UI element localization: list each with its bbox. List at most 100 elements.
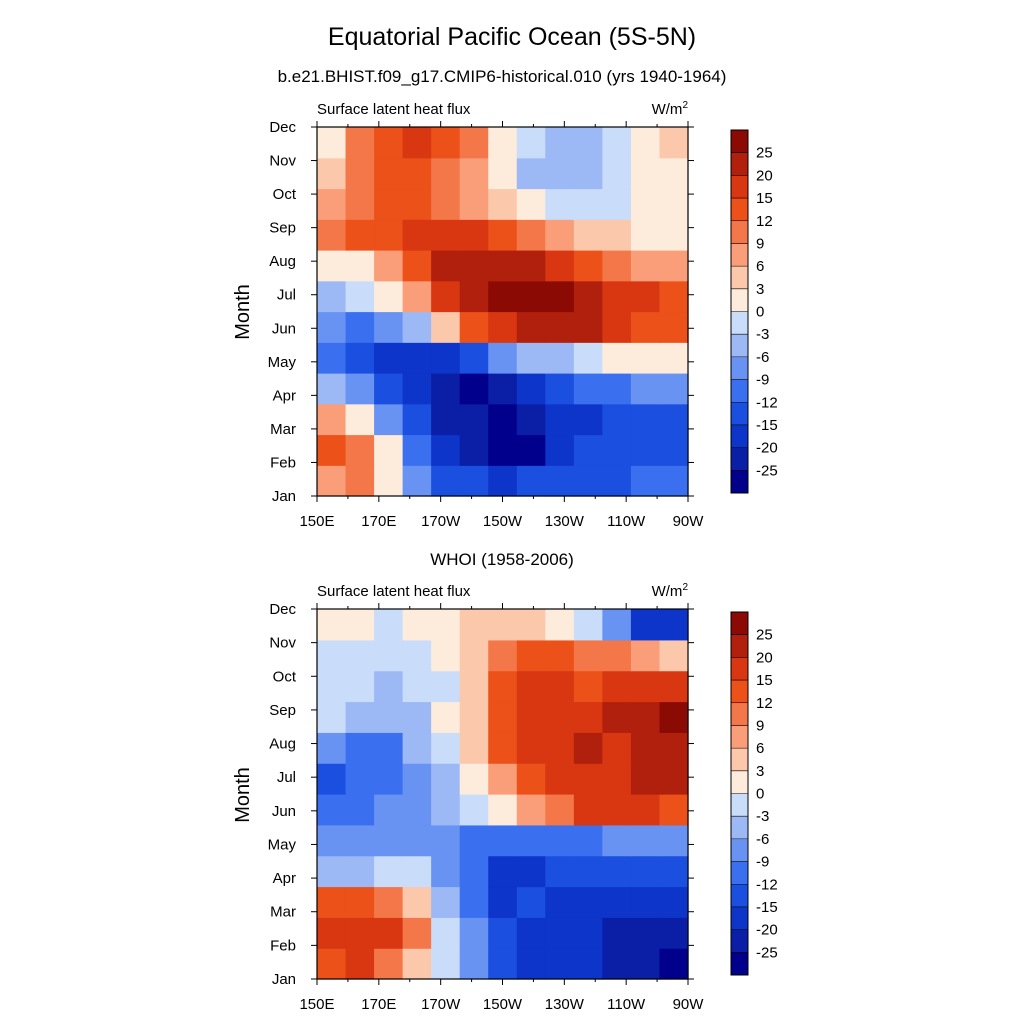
colorbar-label: 6	[756, 740, 764, 757]
colorbar-label: -25	[756, 944, 778, 961]
panel-2-y-axis-title: Month	[232, 767, 254, 823]
heatmap-cell	[459, 403, 489, 436]
heatmap-cell	[602, 855, 632, 888]
heatmap-cell	[431, 127, 461, 159]
colorbar-swatch	[731, 424, 748, 449]
heatmap-cell	[345, 373, 375, 405]
heatmap-cell	[545, 794, 575, 826]
heatmap-cell	[630, 701, 661, 733]
heatmap-cell	[630, 824, 661, 857]
heatmap-cell	[431, 701, 461, 733]
heatmap-cell	[659, 917, 689, 949]
heatmap-cell	[345, 250, 375, 282]
heatmap-cell	[488, 403, 518, 436]
panel-1-y-axis-title: Month	[232, 284, 254, 340]
heatmap-cell	[317, 886, 347, 918]
y-tick-label: Feb	[270, 454, 296, 471]
x-tick-label: 150E	[299, 996, 334, 1013]
panel-2-title: WHOI (1958-2006)	[430, 550, 574, 569]
x-tick-label: 170E	[361, 996, 396, 1013]
heatmap-cell	[345, 794, 375, 826]
colorbar-swatch	[731, 470, 748, 494]
heatmap-cell	[602, 157, 632, 190]
heatmap-cell	[374, 465, 404, 497]
heatmap-cell	[545, 886, 575, 918]
heatmap-cell	[488, 250, 518, 282]
x-tick-label: 110W	[607, 513, 646, 530]
colorbar-swatch	[731, 816, 748, 840]
heatmap-cell	[602, 127, 632, 159]
heatmap-cell	[545, 609, 575, 641]
heatmap-cell	[630, 855, 661, 888]
heatmap-cell	[374, 639, 404, 672]
heatmap-cell	[516, 311, 546, 343]
heatmap-cell	[573, 732, 603, 764]
heatmap-cell	[374, 824, 404, 857]
heatmap-cell	[602, 434, 632, 466]
heatmap-cell	[602, 732, 632, 764]
heatmap-cell	[345, 434, 375, 466]
heatmap-cell	[431, 280, 461, 313]
heatmap-cell	[602, 886, 632, 918]
colorbar-label: -20	[756, 440, 778, 457]
heatmap-cell	[602, 373, 632, 405]
panel-2-units-base: W/m	[652, 583, 683, 600]
heatmap-cell	[402, 250, 432, 282]
panel-1-units-base: W/m	[652, 101, 683, 118]
heatmap-cell	[602, 948, 632, 980]
panel-2-units-exp: 2	[682, 582, 688, 593]
heatmap-cell	[602, 188, 632, 220]
heatmap-cell	[402, 373, 432, 405]
heatmap-cell	[431, 609, 461, 641]
heatmap-cell	[573, 250, 603, 282]
heatmap-cell	[545, 434, 575, 466]
heatmap-cell	[374, 188, 404, 220]
colorbar-swatch	[731, 311, 748, 335]
heatmap-cell	[317, 824, 347, 857]
heatmap-cell	[573, 280, 603, 313]
panel-1: b.e21.BHIST.f09_g17.CMIP6-historical.010…	[232, 67, 778, 530]
colorbar-swatch	[731, 243, 748, 267]
heatmap-cell	[659, 763, 689, 795]
heatmap-cell	[345, 670, 375, 703]
heatmap-cell	[516, 188, 546, 220]
heatmap-cell	[659, 639, 689, 672]
heatmap-cell	[402, 763, 432, 795]
heatmap-cell	[374, 701, 404, 733]
heatmap-cell	[516, 465, 546, 497]
panel-2-units-label: W/m2	[652, 582, 689, 600]
heatmap-cell	[488, 794, 518, 826]
colorbar-label: 12	[756, 213, 773, 230]
heatmap-cell	[516, 342, 546, 374]
heatmap-cell	[602, 701, 632, 733]
heatmap-cell	[602, 250, 632, 282]
x-tick-label: 130W	[545, 513, 585, 530]
figure-title: Equatorial Pacific Ocean (5S-5N)	[328, 23, 696, 51]
colorbar-swatch	[731, 447, 748, 471]
heatmap-cell	[545, 373, 575, 405]
heatmap-cell	[431, 342, 461, 374]
y-tick-label: Jun	[272, 320, 296, 337]
heatmap-cell	[317, 342, 347, 374]
heatmap-cell	[345, 465, 375, 497]
colorbar-label: -6	[756, 349, 769, 366]
panel-2: WHOI (1958-2006) Surface latent heat flu…	[232, 550, 778, 1013]
colorbar-label: -12	[756, 394, 778, 411]
heatmap-cell	[602, 609, 632, 641]
heatmap-cell	[630, 311, 661, 343]
colorbar-swatch	[731, 402, 748, 426]
heatmap-cell	[402, 434, 432, 466]
colorbar-label: -6	[756, 831, 769, 848]
heatmap-cell	[659, 794, 689, 826]
heatmap-cell	[630, 794, 661, 826]
colorbar-label: 3	[756, 281, 764, 298]
heatmap-cell	[431, 250, 461, 282]
heatmap-cell	[431, 188, 461, 220]
x-tick-label: 150E	[299, 513, 334, 530]
colorbar-swatch	[731, 838, 748, 862]
y-tick-label: Jul	[277, 769, 296, 786]
heatmap-cell	[459, 127, 489, 159]
heatmap-cell	[374, 280, 404, 313]
heatmap-cell	[317, 250, 347, 282]
colorbar-label: 12	[756, 695, 773, 712]
